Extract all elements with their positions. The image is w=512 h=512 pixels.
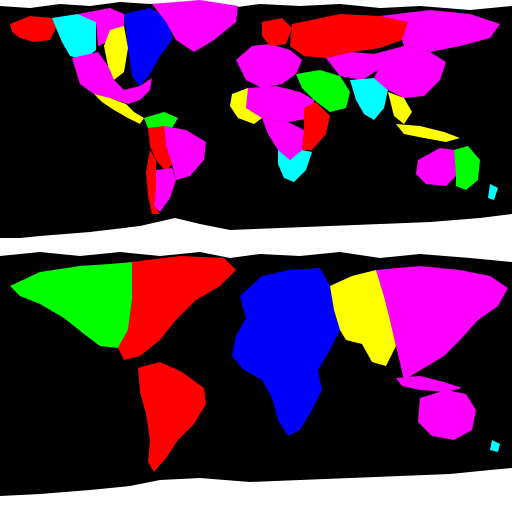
region-brazil	[164, 126, 206, 180]
region-chile	[146, 150, 160, 214]
region-russia-east	[380, 10, 500, 52]
region-east-asia-oceania	[376, 266, 508, 380]
region-china	[374, 46, 446, 98]
region-australia-bottom	[418, 390, 476, 440]
region-alaska	[10, 16, 56, 42]
region-greenland	[152, 0, 238, 52]
region-north-america-west	[10, 262, 132, 348]
region-australia-west	[416, 148, 456, 186]
region-south-asia	[330, 270, 396, 366]
region-usa	[72, 52, 152, 104]
top-map-panel	[0, 0, 512, 240]
region-africa-west	[230, 88, 262, 124]
region-indonesia	[396, 124, 460, 142]
antarctica-ice-top	[0, 214, 512, 240]
region-europe-west	[236, 44, 302, 88]
region-africa-south	[278, 150, 312, 182]
region-south-america	[138, 362, 206, 472]
region-middle-east	[296, 70, 350, 112]
antarctica-ice-bottom	[0, 468, 512, 512]
arctic-ice-bottom	[0, 238, 512, 262]
region-africa-east	[302, 102, 330, 150]
region-africa-north	[246, 86, 314, 122]
region-canada-prairie	[104, 26, 128, 80]
region-north-america-east	[118, 256, 236, 360]
region-india	[350, 78, 388, 120]
region-russia	[290, 14, 408, 58]
region-australia-east	[454, 146, 480, 190]
arctic-ice-top	[0, 0, 512, 10]
region-peru-bolivia	[148, 126, 172, 172]
new-zealand	[488, 184, 498, 200]
region-argentina	[154, 168, 176, 212]
pacific-islands	[490, 440, 500, 452]
region-canada-east	[124, 8, 172, 86]
region-southeast-asia	[388, 92, 412, 124]
region-indonesia-bottom	[396, 376, 462, 392]
region-central-asia	[326, 52, 378, 80]
region-alaska-canada-west	[52, 14, 96, 60]
bottom-map-panel	[0, 238, 512, 512]
region-africa-central	[262, 118, 304, 160]
region-mexico	[94, 94, 144, 124]
region-scandinavia	[262, 18, 292, 46]
region-europe-africa	[232, 268, 340, 436]
